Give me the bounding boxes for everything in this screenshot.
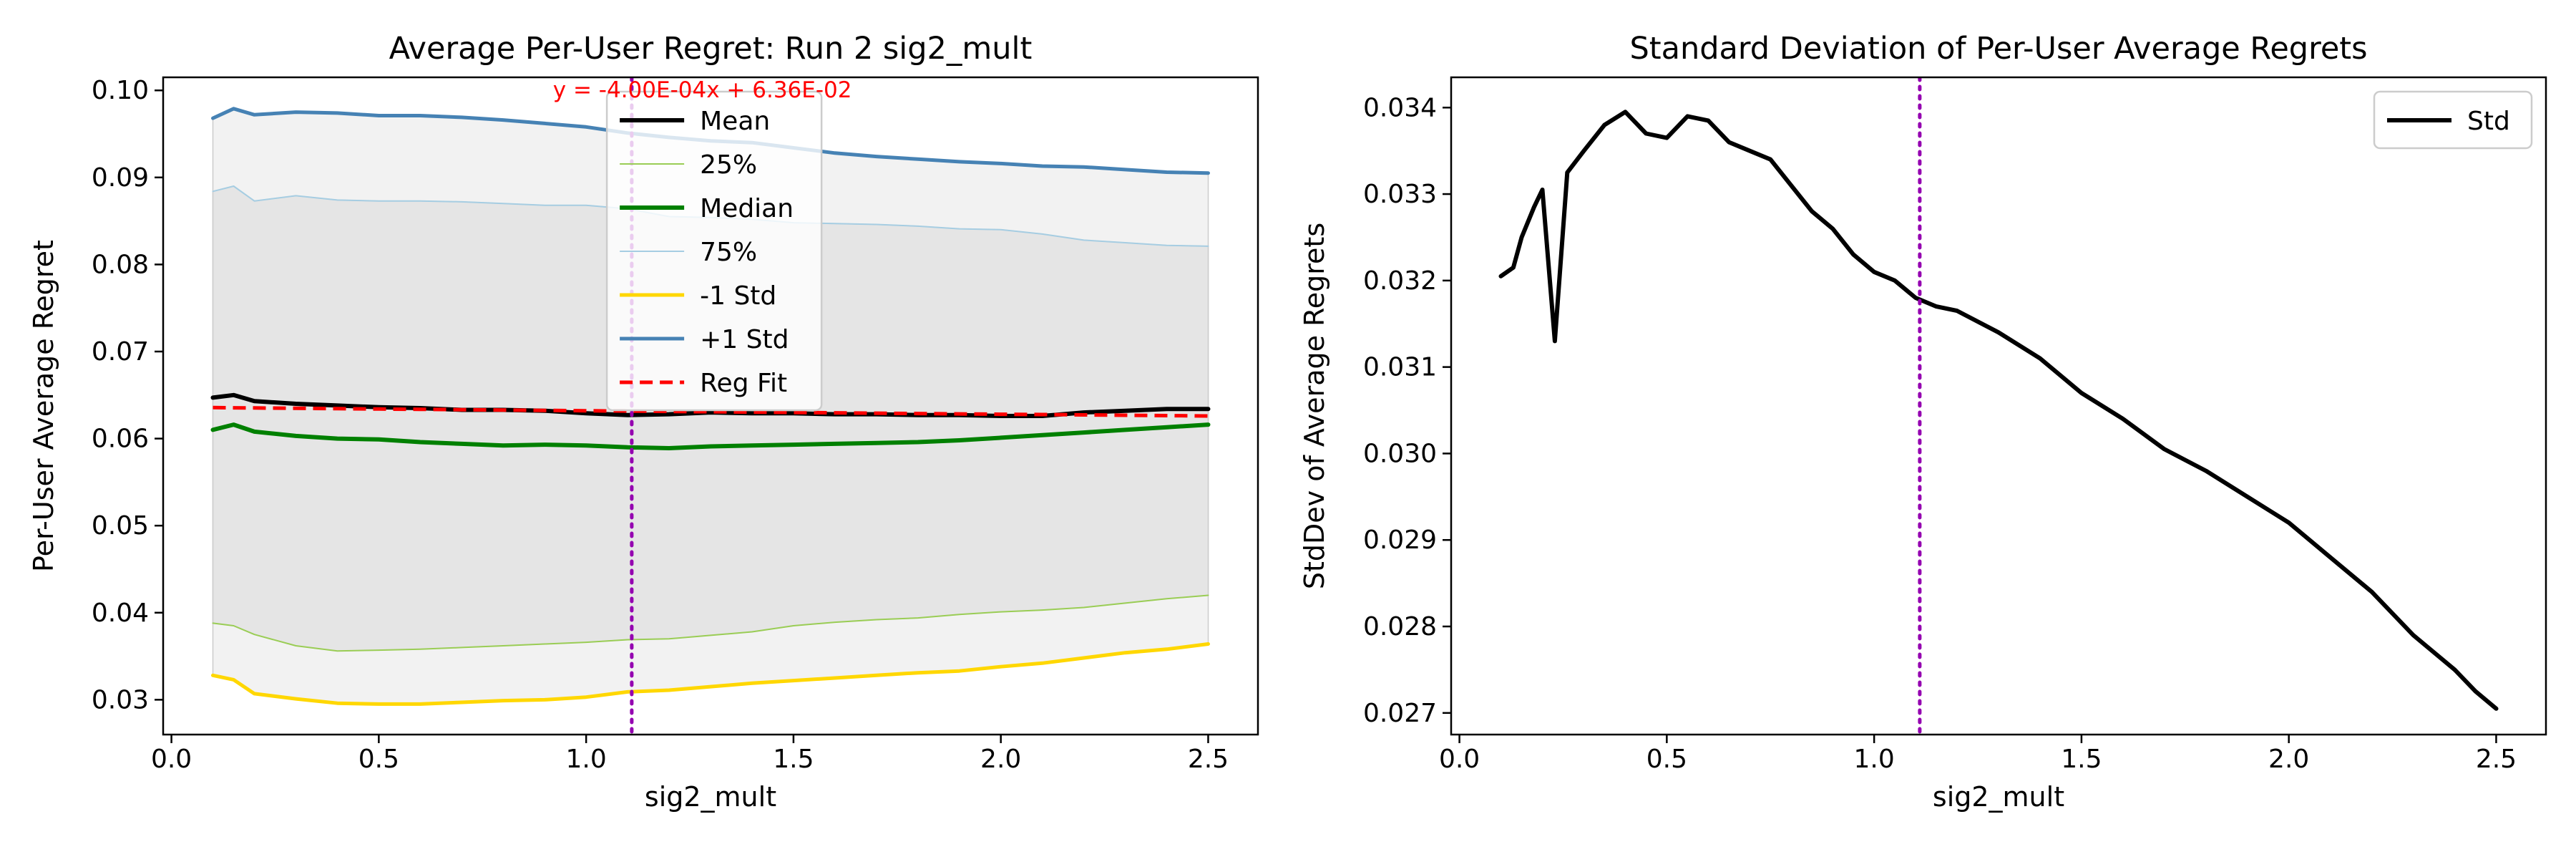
chart-title: Standard Deviation of Per-User Average R… xyxy=(1629,31,2367,67)
x-tick-label: 2.5 xyxy=(1188,745,1229,774)
regression-equation-annotation: y = -4.00E-04x + 6.36E-02 xyxy=(553,77,852,103)
legend: Mean 25% Median 75% -1 Std +1 Std Reg Fit xyxy=(605,90,823,412)
y-tick-label: 0.031 xyxy=(1363,353,1437,382)
legend-label-std: Std xyxy=(2467,107,2510,136)
legend: Std xyxy=(2373,90,2533,150)
legend-box xyxy=(605,90,823,412)
y-tick-label: 0.029 xyxy=(1363,526,1437,555)
x-axis-label: sig2_mult xyxy=(645,781,776,813)
y-tick-label: 0.04 xyxy=(92,599,149,628)
x-tick-label: 0.5 xyxy=(1646,745,1687,774)
series-line-1-std xyxy=(211,642,1210,706)
plot-area xyxy=(1498,77,2499,735)
y-tick-label: 0.10 xyxy=(92,76,149,105)
x-tick-label: 1.0 xyxy=(1854,745,1895,774)
y-tick-label: 0.05 xyxy=(92,511,149,541)
x-tick-label: 1.5 xyxy=(773,745,814,774)
y-tick-label: 0.08 xyxy=(92,250,149,279)
y-tick-label: 0.07 xyxy=(92,337,149,367)
legend-label-mean: Mean xyxy=(700,107,770,136)
y-tick-label: 0.06 xyxy=(92,425,149,454)
y-tick-label: 0.09 xyxy=(92,163,149,193)
y-tick-label: 0.028 xyxy=(1363,612,1437,641)
x-axis-label: sig2_mult xyxy=(1933,781,2064,813)
legend-box xyxy=(2373,90,2533,150)
y-tick-label: 0.032 xyxy=(1363,266,1437,296)
y-tick-label: 0.03 xyxy=(92,685,149,715)
legend-label-median: Median xyxy=(700,194,794,223)
chart-stddev-regret: 0.0 0.5 1.0 1.5 2.0 2.5 0.027 0.028 0.029 0.030 0.… xyxy=(1299,31,2547,813)
series-line-25 xyxy=(212,594,1209,652)
x-tick-label: 0.5 xyxy=(358,745,399,774)
series-line-std xyxy=(1498,110,2499,711)
legend-label-1-std: +1 Std xyxy=(700,325,789,354)
series-line-reg-fit xyxy=(213,405,1209,418)
x-tick-label: 2.5 xyxy=(2476,745,2517,774)
y-tick-label: 0.033 xyxy=(1363,180,1437,209)
x-tick-label: 0.0 xyxy=(151,745,192,774)
y-tick-label: 0.027 xyxy=(1363,699,1437,728)
y-tick-label: 0.030 xyxy=(1363,439,1437,468)
x-tick-label: 0.0 xyxy=(1439,745,1480,774)
x-tick-label: 1.5 xyxy=(2061,745,2102,774)
x-tick-label: 2.0 xyxy=(2268,745,2309,774)
legend-label-75: 75% xyxy=(700,238,757,267)
x-tick-label: 1.0 xyxy=(566,745,607,774)
y-axis-label: StdDev of Average Regrets xyxy=(1299,223,1330,589)
legend-label-reg-fit: Reg Fit xyxy=(700,369,787,398)
series-line-median xyxy=(210,422,1211,450)
legend-label-25: 25% xyxy=(700,150,757,180)
chart-average-regret: 0.0 0.5 1.0 1.5 2.0 2.5 0.03 0.04 0.05 0.06 0.07 0.… xyxy=(28,31,1259,813)
chart-title: Average Per-User Regret: Run 2 sig2_mult xyxy=(389,31,1033,67)
legend-label-1-std: -1 Std xyxy=(700,281,776,311)
y-tick-label: 0.034 xyxy=(1363,93,1437,122)
axes-frame xyxy=(1450,76,2547,736)
y-axis-label: Per-User Average Regret xyxy=(28,240,59,572)
x-tick-label: 2.0 xyxy=(980,745,1021,774)
axes-frame xyxy=(162,76,1259,736)
